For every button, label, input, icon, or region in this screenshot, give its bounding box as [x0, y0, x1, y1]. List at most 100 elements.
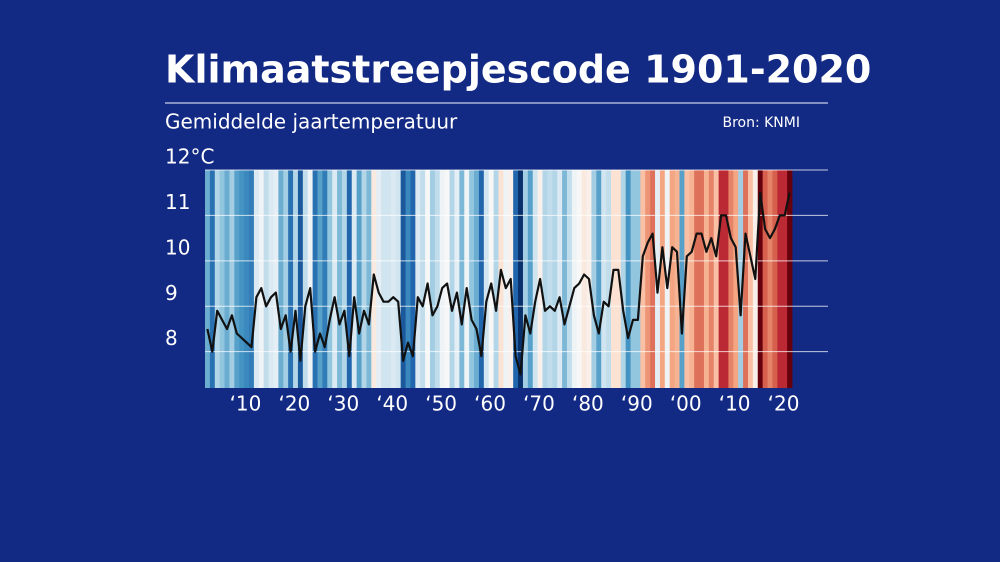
x-tick-label: ‘40	[376, 392, 408, 416]
subtitle: Gemiddelde jaartemperatuur	[165, 110, 458, 134]
stripe	[611, 170, 617, 388]
stripe	[390, 170, 397, 388]
stripe	[679, 170, 685, 388]
stripe	[708, 170, 715, 388]
stripe	[239, 170, 245, 388]
stripe	[278, 170, 284, 388]
stripe	[581, 170, 587, 388]
stripe	[209, 170, 216, 388]
stripe	[596, 170, 602, 388]
stripe	[650, 170, 656, 388]
stripes	[205, 170, 793, 388]
stripe	[532, 170, 539, 388]
stripe	[782, 170, 788, 388]
stripe	[253, 170, 260, 388]
stripe	[268, 170, 274, 388]
stripe	[483, 170, 490, 388]
x-tick-label: ‘90	[621, 392, 653, 416]
stripe	[322, 170, 328, 388]
stripe	[493, 170, 499, 388]
stripe	[302, 170, 309, 388]
stripe	[244, 170, 250, 388]
stripe	[498, 170, 504, 388]
y-tick-label: 9	[165, 281, 178, 305]
stripe	[332, 170, 338, 388]
stripe	[699, 170, 705, 388]
stripe	[219, 170, 225, 388]
stripe	[317, 170, 323, 388]
stripe	[312, 170, 318, 388]
x-tick-label: ‘50	[425, 392, 457, 416]
y-tick-label: 11	[165, 190, 190, 214]
stripe	[772, 170, 778, 388]
stripe	[478, 170, 485, 388]
stripe	[562, 170, 568, 388]
stripe	[655, 170, 661, 388]
stripe	[674, 170, 680, 388]
stripe	[694, 170, 700, 388]
stripe	[488, 170, 495, 388]
x-tick-label: ‘60	[474, 392, 506, 416]
stripe	[684, 170, 690, 388]
chart-title: Klimaatstreepjescode 1901-2020	[165, 48, 871, 92]
y-tick-label: 12°C	[165, 145, 214, 169]
stripe	[703, 170, 710, 388]
x-tick-label: ‘70	[523, 392, 555, 416]
stripe	[728, 170, 734, 388]
stripe	[659, 170, 666, 388]
stripe	[258, 170, 265, 388]
source: Bron: KNMI	[722, 115, 800, 131]
stripe	[620, 170, 627, 388]
stripe	[718, 170, 724, 388]
stripe	[767, 170, 773, 388]
stripe	[747, 170, 754, 388]
stripe	[591, 170, 597, 388]
stripe	[224, 170, 230, 388]
stripe	[454, 170, 460, 388]
stripe	[283, 170, 289, 388]
stripe	[762, 170, 768, 388]
stripe	[733, 170, 739, 388]
stripe	[566, 170, 573, 388]
stripe	[527, 170, 534, 388]
temperature-line	[206, 191, 791, 376]
stripe	[400, 170, 406, 388]
stripe	[361, 170, 367, 388]
stripe	[787, 170, 793, 388]
stripe	[385, 170, 392, 388]
stripe	[439, 170, 446, 388]
x-tick-label: ‘10	[230, 392, 262, 416]
stripe	[601, 170, 607, 388]
stripe	[689, 170, 695, 388]
stripe	[205, 170, 211, 388]
stripe	[547, 170, 553, 388]
stripe	[503, 170, 509, 388]
stripe	[571, 170, 578, 388]
y-tick-label: 10	[165, 235, 190, 259]
stripe	[723, 170, 729, 388]
x-tick-label: ‘20	[768, 392, 800, 416]
stripe	[464, 170, 470, 388]
x-tick-label: ‘00	[670, 392, 702, 416]
stripe	[288, 170, 294, 388]
stripe	[444, 170, 450, 388]
stripe	[645, 170, 651, 388]
stripe	[293, 170, 299, 388]
stripe	[395, 170, 402, 388]
x-tick-label: ‘10	[719, 392, 751, 416]
stripe	[630, 170, 636, 388]
stripe	[518, 170, 524, 388]
y-tick-label: 8	[165, 326, 178, 350]
stripe	[606, 170, 612, 388]
stripe	[738, 170, 744, 388]
stripe	[459, 170, 465, 388]
stripe	[405, 170, 411, 388]
x-tick-label: ‘80	[572, 392, 604, 416]
x-tick-label: ‘30	[327, 392, 359, 416]
stripe	[542, 170, 548, 388]
stripe	[430, 170, 436, 388]
stripe	[366, 170, 372, 388]
stripe	[415, 170, 421, 388]
stripe	[576, 170, 583, 388]
stripe	[757, 170, 764, 388]
